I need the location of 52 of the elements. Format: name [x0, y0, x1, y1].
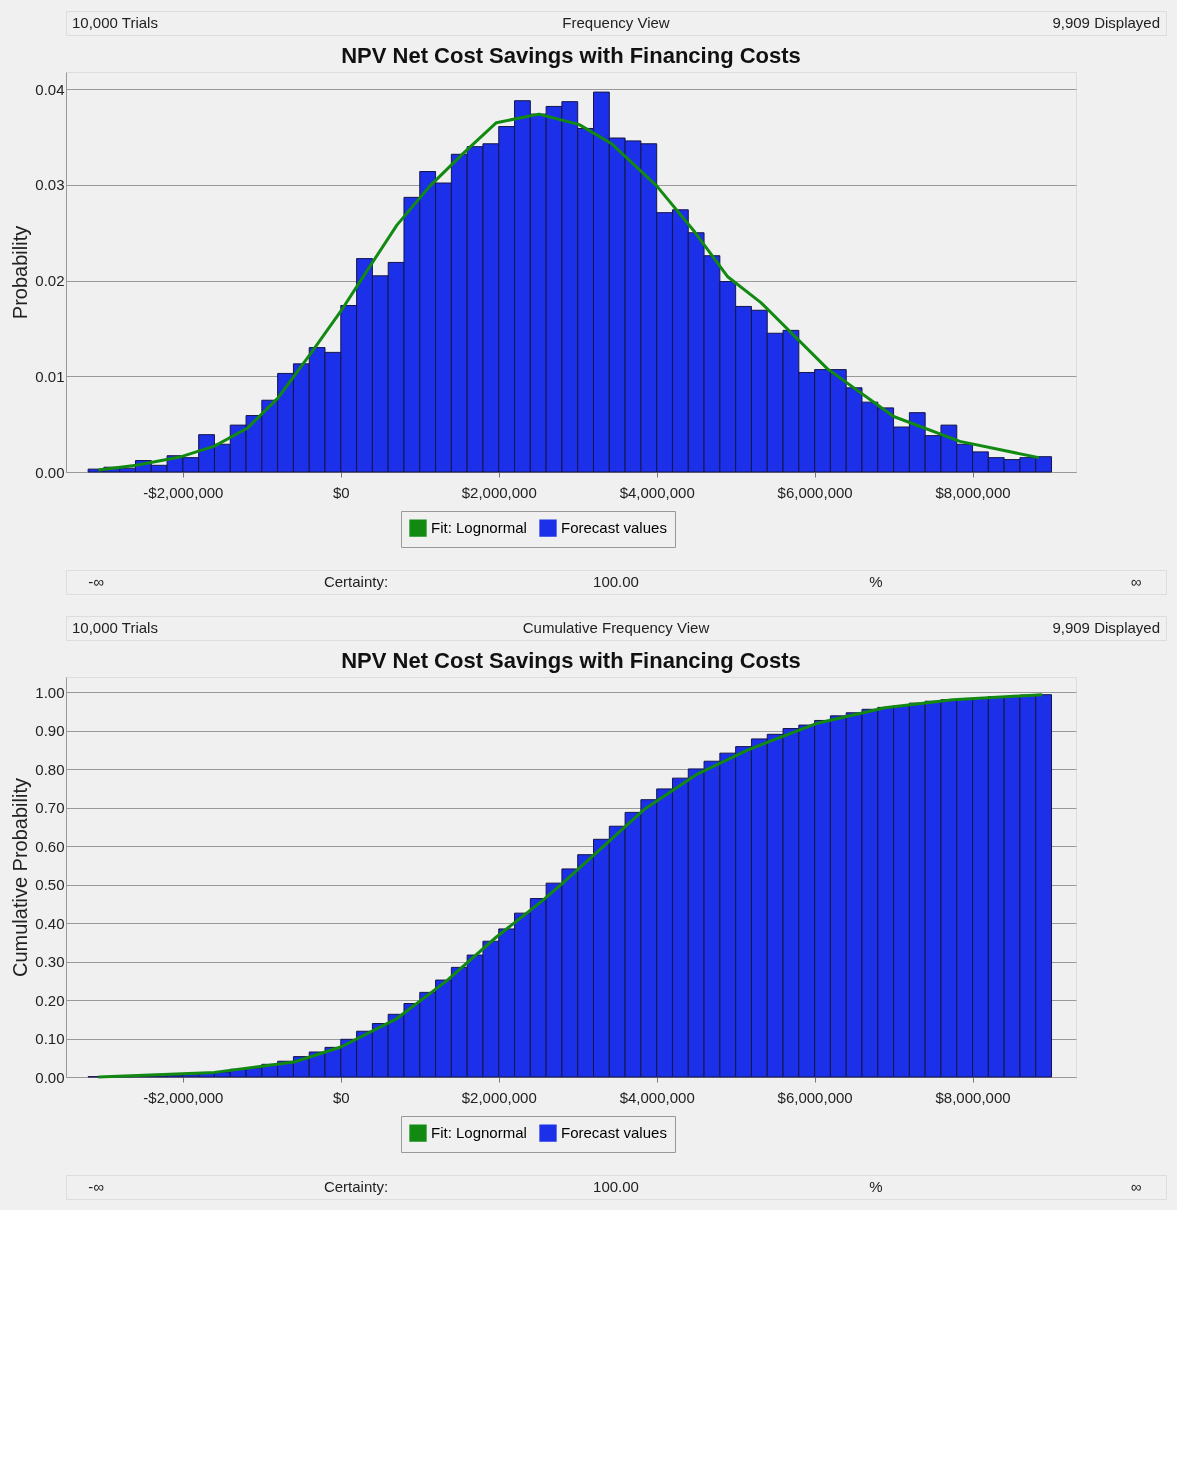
y-tick-label: 0.30: [35, 953, 65, 971]
y-tick-label: 0.50: [35, 876, 65, 894]
x-tick-label: $6,000,000: [777, 483, 853, 501]
x-tick-label: $4,000,000: [619, 483, 695, 501]
x-tick-label: $6,000,000: [777, 1088, 853, 1106]
text: 10,000 Trials: [72, 619, 158, 636]
y-tick-label: 0.00: [35, 463, 65, 481]
y-tick-label: 1.00: [35, 683, 65, 701]
y-tick-label: 0.02: [35, 272, 65, 290]
y-axis-title: Probability: [9, 225, 32, 320]
text: Frequency View: [562, 14, 670, 31]
text: 100.00: [593, 1178, 639, 1195]
x-tick-label: $0: [332, 483, 350, 501]
legend-label: Forecast values: [561, 519, 667, 537]
chart-title: NPV Net Cost Savings with Financing Costs: [341, 43, 801, 68]
text: 10,000 Trials: [72, 14, 158, 31]
text: -∞: [88, 1178, 105, 1195]
legend-label: Fit: Lognormal: [431, 1124, 527, 1142]
x-tick-label: $8,000,000: [935, 483, 1011, 501]
x-tick-label: $0: [332, 1088, 350, 1106]
text: %: [869, 1178, 883, 1195]
x-tick-label: -$2,000,000: [143, 1088, 224, 1106]
text: ∞: [1130, 573, 1142, 590]
x-tick-label: $8,000,000: [935, 1088, 1011, 1106]
x-tick-label: $4,000,000: [619, 1088, 695, 1106]
y-tick-label: 0.80: [35, 760, 65, 778]
y-tick-label: 0.04: [35, 80, 65, 98]
text: 9,909 Displayed: [1052, 619, 1160, 636]
legend-label: Forecast values: [561, 1124, 667, 1142]
x-tick-label: $2,000,000: [461, 1088, 537, 1106]
y-tick-label: 0.01: [35, 367, 65, 385]
text: Cumulative Frequency View: [522, 619, 710, 636]
text: 9,909 Displayed: [1052, 14, 1160, 31]
y-tick-label: 0.70: [35, 799, 65, 817]
legend-label: Fit: Lognormal: [431, 519, 527, 537]
text: Certainty:: [323, 573, 389, 590]
y-tick-label: 0.00: [35, 1068, 65, 1086]
y-tick-label: 0.10: [35, 1030, 65, 1048]
y-tick-label: 0.03: [35, 176, 65, 194]
y-tick-label: 0.90: [35, 722, 65, 740]
chart-title: NPV Net Cost Savings with Financing Costs: [341, 648, 801, 673]
text: Certainty:: [323, 1178, 389, 1195]
text: %: [869, 573, 883, 590]
y-tick-label: 0.20: [35, 991, 65, 1009]
x-tick-label: $2,000,000: [461, 483, 537, 501]
y-axis-title: Cumulative Probability: [9, 778, 32, 977]
text: 100.00: [593, 573, 639, 590]
x-tick-label: -$2,000,000: [143, 483, 224, 501]
y-tick-label: 0.40: [35, 914, 65, 932]
y-tick-label: 0.60: [35, 837, 65, 855]
text: ∞: [1130, 1178, 1142, 1195]
text: -∞: [88, 573, 105, 590]
